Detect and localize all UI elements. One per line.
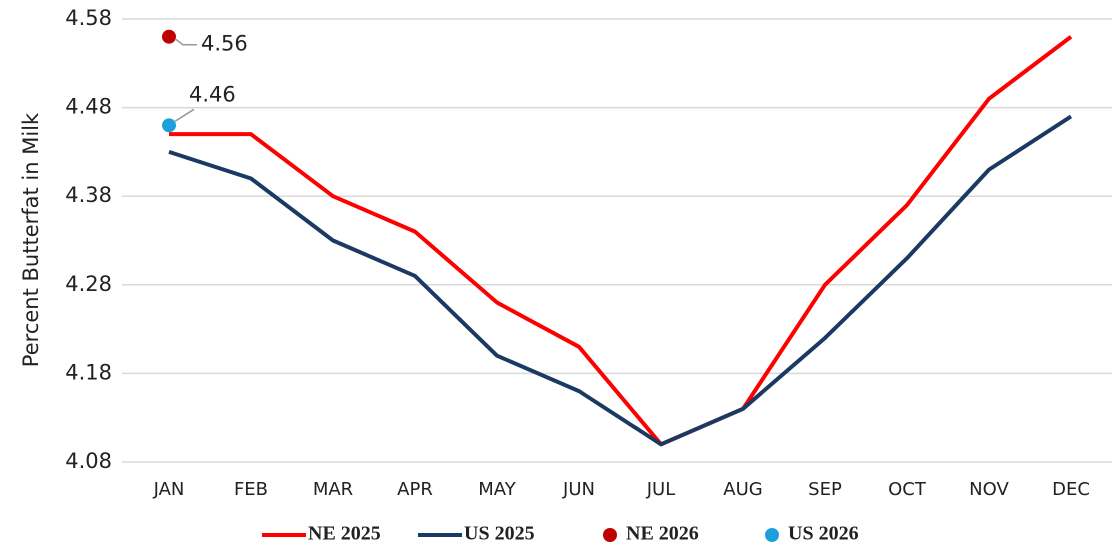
x-tick-label: FEB [234,479,268,500]
x-tick-label: JUN [562,479,595,500]
x-tick-label: MAR [313,479,353,500]
data-label: 4.56 [201,32,248,56]
line [169,35,1073,447]
x-tick-label: DEC [1052,479,1090,500]
legend-label: US 2025 [464,523,535,545]
x-tick-label: JAN [153,479,185,500]
x-tick-label: NOV [969,479,1009,500]
y-tick-label: 4.28 [65,272,112,296]
y-axis-label: Percent Butterfat in Milk [19,112,43,367]
x-tick-label: APR [397,479,433,500]
x-tick-label: OCT [888,479,927,500]
x-tick-label: MAY [478,479,516,500]
y-tick-label: 4.18 [65,360,112,384]
x-tick-label: SEP [808,479,842,500]
y-tick-label: 4.58 [65,6,112,30]
legend-label: NE 2026 [626,523,699,545]
line [168,114,1073,447]
legend-swatch [765,528,779,542]
leader-line [174,38,197,46]
y-tick-label: 4.38 [65,183,112,207]
y-tick-label: 4.48 [65,95,112,119]
data-label: 4.46 [189,82,236,106]
x-tick-label: AUG [723,479,762,500]
point [162,29,176,44]
legend-label: NE 2025 [308,523,381,545]
leader-line [174,108,195,122]
point [162,118,176,133]
legend-label: US 2026 [788,523,859,545]
y-tick-label: 4.08 [65,449,112,473]
legend-swatch [603,528,617,542]
x-tick-label: JUL [646,479,676,500]
